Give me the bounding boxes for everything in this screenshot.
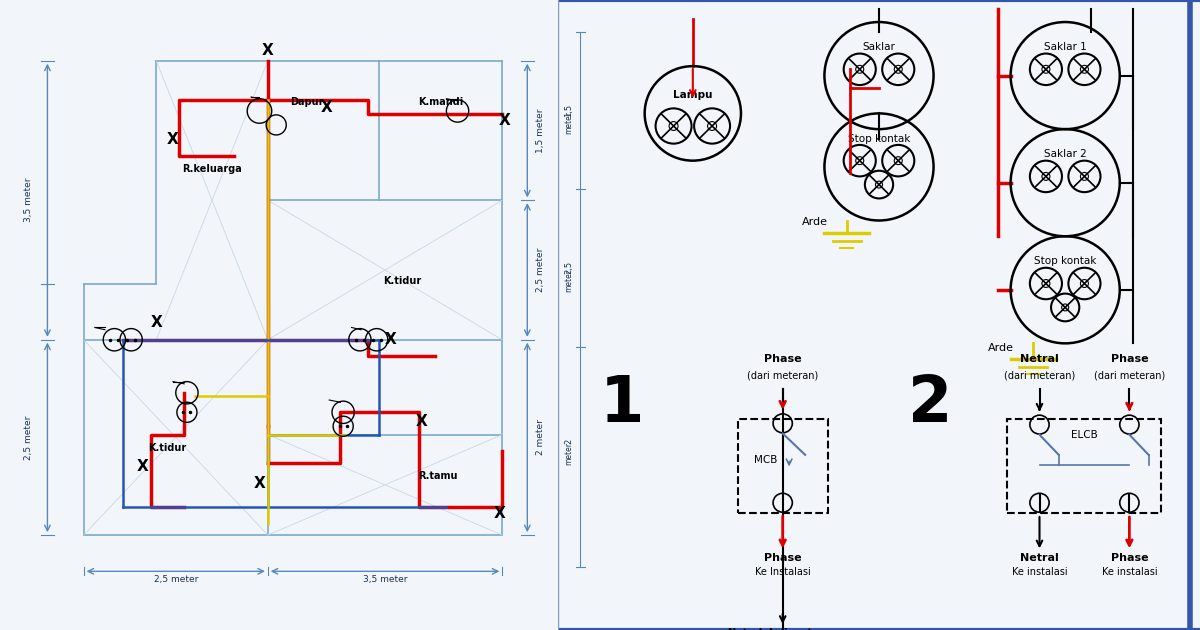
Text: X: X [415,415,427,429]
Text: X: X [137,459,148,474]
Text: (dari meteran): (dari meteran) [748,370,818,380]
Text: Netral dari meteran: Netral dari meteran [728,628,838,630]
Text: Ke instalasi: Ke instalasi [1012,566,1067,576]
Text: ELCB: ELCB [1072,430,1098,440]
Text: Lampu: Lampu [673,89,713,100]
Text: Netral: Netral [1020,354,1058,364]
Text: 2,5 meter: 2,5 meter [535,248,545,292]
Text: Stop kontak: Stop kontak [848,134,910,144]
Text: 2,5 meter: 2,5 meter [154,575,198,585]
Text: 2: 2 [564,438,574,444]
Text: Netral: Netral [1020,553,1058,563]
Text: 1: 1 [600,373,644,435]
Text: X: X [167,132,179,147]
Text: meter: meter [564,442,574,465]
Text: 1,5: 1,5 [564,104,574,117]
Text: 1,5 meter: 1,5 meter [535,108,545,152]
Text: Ke Instalasi: Ke Instalasi [755,566,810,576]
Text: (dari meteran): (dari meteran) [1093,370,1165,380]
Text: 3,5 meter: 3,5 meter [362,575,407,585]
Text: 2,5 meter: 2,5 meter [24,415,34,460]
Text: Dapur: Dapur [290,98,324,107]
Text: Phase: Phase [764,553,802,563]
Text: meter: meter [564,269,574,292]
Text: 3,5 meter: 3,5 meter [24,178,34,222]
Text: R.tamu: R.tamu [419,471,458,481]
Text: 2,5: 2,5 [564,261,574,274]
Text: Saklar: Saklar [863,42,895,52]
Text: Arde: Arde [802,217,828,227]
Text: 2 meter: 2 meter [535,420,545,455]
Text: X: X [320,100,332,115]
Text: Stop kontak: Stop kontak [1034,256,1097,266]
Text: X: X [262,43,274,58]
Text: X: X [499,113,511,128]
Text: Phase: Phase [1110,354,1148,364]
Text: X: X [253,476,265,491]
Text: Saklar 2: Saklar 2 [1044,149,1086,159]
Text: Phase: Phase [1110,553,1148,563]
Text: Saklar 1: Saklar 1 [1044,42,1086,52]
Text: X: X [385,332,396,347]
Text: Phase: Phase [764,354,802,364]
Text: Arde: Arde [988,343,1014,353]
Text: X: X [493,507,505,521]
Text: X: X [150,316,162,331]
Text: K.mandi: K.mandi [418,98,463,107]
Text: K.tidur: K.tidur [383,276,421,286]
Text: 2: 2 [908,373,953,435]
Text: (dari meteran): (dari meteran) [1004,370,1075,380]
Text: K.tidur: K.tidur [149,444,186,454]
Text: Ke instalasi: Ke instalasi [1102,566,1157,576]
Text: meter: meter [564,112,574,134]
Text: MCB: MCB [754,455,778,465]
Text: R.keluarga: R.keluarga [182,164,242,175]
